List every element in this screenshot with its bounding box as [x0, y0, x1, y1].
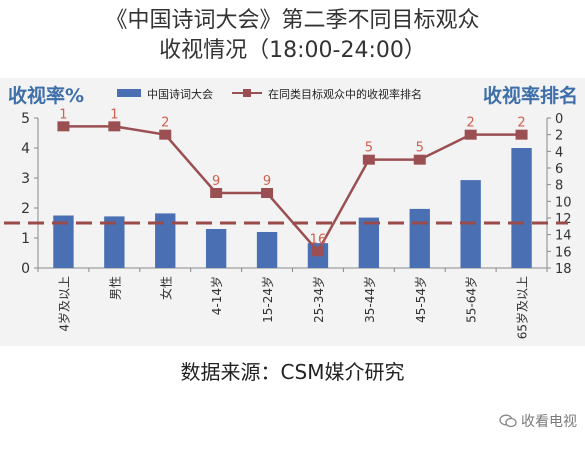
watermark: 收看电视: [499, 411, 577, 431]
x-tick-label: 45-54岁: [413, 276, 428, 323]
rank-point: [159, 129, 172, 140]
rank-data-label: 9: [263, 174, 271, 189]
bar: [104, 216, 125, 268]
rank-data-label: 5: [416, 141, 424, 156]
left-tick-label: 5: [21, 111, 30, 127]
bar: [53, 215, 74, 268]
x-tick-label: 35-44岁: [362, 276, 377, 323]
x-tick-label: 女性: [158, 276, 173, 300]
bar: [256, 232, 278, 268]
right-tick-label: 10: [555, 195, 572, 210]
chart-title-line1: 《中国诗词大会》第二季不同目标观众: [105, 8, 480, 33]
left-tick-label: 2: [21, 201, 30, 217]
bar: [155, 213, 176, 268]
left-tick-label: 1: [21, 231, 30, 247]
rank-point: [362, 154, 375, 165]
right-tick-label: 0: [555, 112, 563, 127]
right-tick-label: 12: [555, 212, 572, 227]
right-tick-label: 14: [555, 229, 572, 244]
rank-data-label: 9: [212, 174, 220, 189]
data-source-note: 数据来源：CSM媒介研究: [180, 360, 405, 384]
x-tick-label: 25-34岁: [311, 276, 326, 323]
bar: [511, 148, 532, 268]
left-axis-title: 收视率%: [8, 84, 84, 107]
rank-data-label: 16: [310, 232, 327, 247]
left-tick-label: 0: [21, 261, 30, 277]
rank-data-label: 1: [110, 107, 118, 122]
x-tick-label: 4-14岁: [209, 276, 224, 315]
left-tick-label: 4: [21, 141, 30, 157]
rank-point: [515, 129, 528, 140]
rank-point: [108, 121, 121, 132]
legend-marker-line: [243, 89, 251, 97]
right-tick-label: 4: [555, 145, 563, 160]
legend-label-line: 在同类目标观众中的收视率排名: [268, 87, 422, 101]
bar: [358, 217, 380, 268]
rank-data-label: 1: [59, 107, 67, 122]
rank-point: [261, 188, 274, 198]
rank-point: [311, 246, 324, 257]
x-tick-label: 4岁及以上: [56, 276, 71, 332]
legend-label-bars: 中国诗词大会: [147, 87, 213, 101]
legend-swatch-bars: [117, 89, 141, 97]
rank-data-label: 2: [161, 116, 169, 131]
right-tick-label: 16: [555, 245, 572, 260]
right-tick-label: 2: [555, 129, 563, 144]
x-tick-label: 男性: [108, 276, 122, 300]
chart-panel: 收视率% 收视率排名 中国诗词大会 在同类目标观众中的收视率排名 0 1 2 3 4 5 0 2 4 6 8…: [0, 78, 585, 346]
right-tick-label: 6: [555, 162, 563, 177]
watermark-text: 收看电视: [521, 414, 577, 430]
right-tick-label: 18: [555, 262, 572, 277]
bar: [409, 208, 430, 268]
chart-title-line2: 收视情况（18:00-24:00）: [159, 38, 426, 63]
rank-point: [210, 188, 223, 198]
bar: [205, 229, 227, 268]
x-tick-label: 15-24岁: [260, 276, 275, 323]
rank-data-label: 2: [517, 116, 525, 131]
rank-point: [57, 121, 70, 132]
rank-point: [413, 154, 426, 165]
rank-point: [464, 129, 477, 140]
rank-data-label: 2: [467, 116, 475, 131]
rank-data-label: 5: [365, 141, 373, 156]
right-axis-title: 收视率排名: [483, 84, 578, 107]
right-tick-label: 8: [555, 179, 563, 194]
wechat-icon: [499, 414, 517, 428]
rank-series-line: [63, 125, 522, 254]
x-tick-label: 65岁及以上: [515, 276, 530, 339]
left-tick-label: 3: [21, 171, 30, 187]
x-tick-label: 55-64岁: [464, 276, 479, 323]
